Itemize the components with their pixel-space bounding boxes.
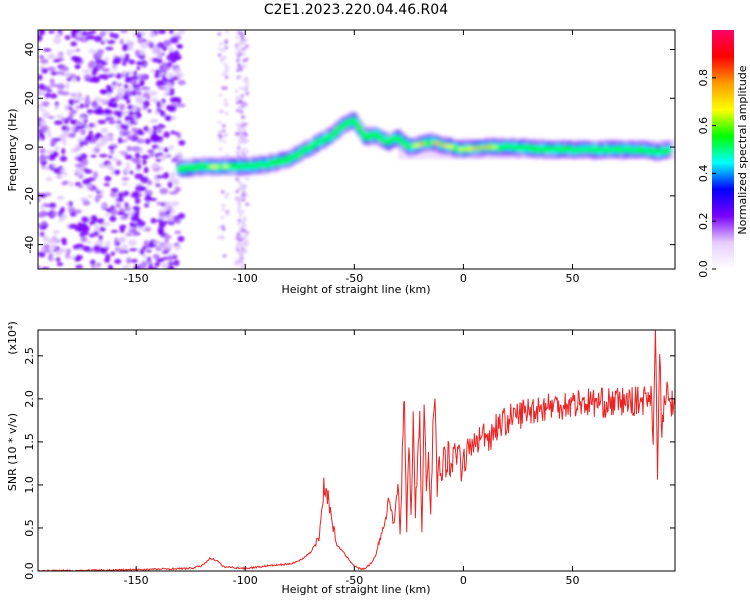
y-tick-label: 2.5 xyxy=(23,347,36,365)
colorbar-gradient xyxy=(712,30,734,269)
spectrogram-frame xyxy=(37,29,676,270)
colorbar-label: Normalized spectral amplitude xyxy=(736,65,749,234)
snr-y-ticks: 0.0 0.5 1.0 1.5 2.0 2.5 xyxy=(23,347,675,580)
y-tick-label: 20 xyxy=(23,91,36,105)
y-tick-label: 0.0 xyxy=(23,562,36,580)
y-tick-label: 1.0 xyxy=(23,476,36,494)
spectrogram-x-ticks: -150 -100 -50 0 50 xyxy=(124,30,579,285)
x-tick-label: -150 xyxy=(124,574,149,587)
x-tick-label: 0 xyxy=(460,272,467,285)
snr-scale-label: (x10⁴) xyxy=(6,321,19,355)
colorbar: 0.0 0.2 0.4 0.6 0.8 Normalized spectral ampl… xyxy=(697,30,749,278)
spectrogram-panel: -150 -100 -50 0 50 -40 -20 0 20 40 Height of str… xyxy=(6,29,676,296)
spectrogram-image xyxy=(38,30,675,269)
colorbar-tick-label: 0.8 xyxy=(697,69,710,87)
x-tick-label: 50 xyxy=(565,272,579,285)
colorbar-ticks: 0.0 0.2 0.4 0.6 0.8 xyxy=(697,69,716,278)
y-tick-label: 0.5 xyxy=(23,519,36,537)
y-tick-label: 2.0 xyxy=(23,390,36,408)
x-tick-label: 50 xyxy=(565,574,579,587)
y-tick-label: -40 xyxy=(23,236,36,254)
y-tick-label: 40 xyxy=(23,43,36,57)
x-tick-label: -150 xyxy=(124,272,149,285)
snr-frame xyxy=(37,329,676,572)
snr-y-label: SNR (10 * v/v) xyxy=(6,413,19,491)
colorbar-tick-label: 0.0 xyxy=(697,260,710,278)
x-tick-label: 0 xyxy=(460,574,467,587)
y-tick-label: 1.5 xyxy=(23,433,36,451)
snr-x-ticks: -150 -100 -50 0 50 xyxy=(124,330,579,587)
ridge-band xyxy=(176,111,672,178)
colorbar-tick-label: 0.6 xyxy=(697,117,710,135)
snr-panel: -150 -100 -50 0 50 0.0 0.5 1.0 1.5 2.0 2.5 Height… xyxy=(6,321,676,596)
y-tick-label: -20 xyxy=(23,187,36,205)
spectrogram-x-label: Height of straight line (km) xyxy=(281,283,430,296)
noise-speckle xyxy=(38,30,675,269)
x-tick-label: -50 xyxy=(345,272,363,285)
x-tick-label: -50 xyxy=(345,574,363,587)
colorbar-tick-label: 0.4 xyxy=(697,165,710,183)
figure-title: C2E1.2023.220.04.46.R04 xyxy=(264,2,448,18)
snr-x-label: Height of straight line (km) xyxy=(281,583,430,596)
x-tick-label: -100 xyxy=(233,272,258,285)
colorbar-tick-label: 0.2 xyxy=(697,212,710,230)
snr-series-line xyxy=(38,330,675,571)
y-tick-label: 0 xyxy=(23,144,36,151)
x-tick-label: -100 xyxy=(233,574,258,587)
spectrogram-y-label: Frequency (Hz) xyxy=(6,109,19,192)
spectrogram-y-ticks: -40 -20 0 20 40 xyxy=(23,43,675,254)
